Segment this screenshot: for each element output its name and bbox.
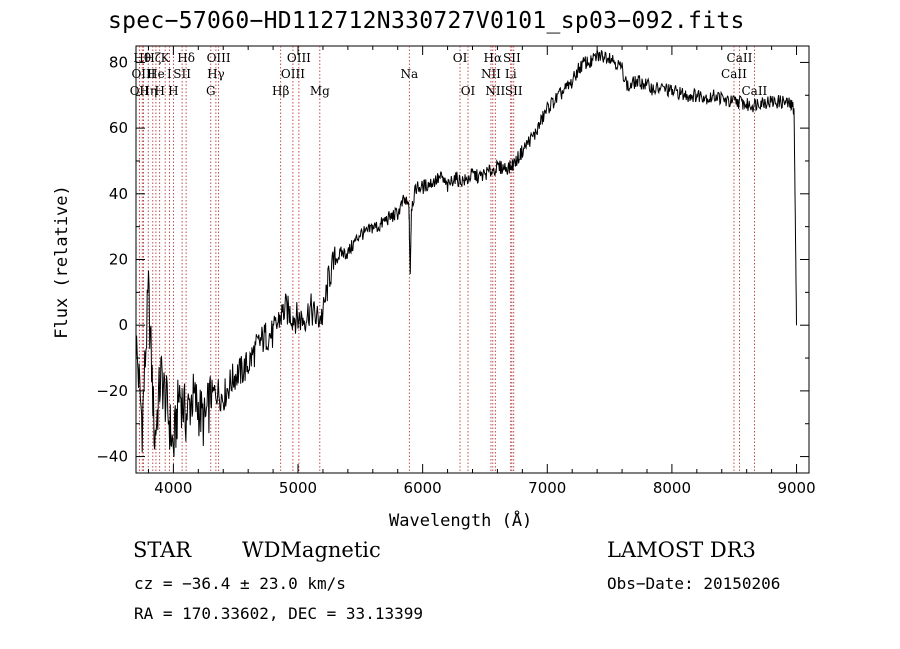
line-label: H: [154, 84, 164, 98]
chart-title: spec−57060−HD112712N330727V0101_sp03−092…: [108, 8, 745, 34]
object-subclass: WDMagnetic: [242, 538, 381, 562]
line-label: OIII: [281, 67, 305, 81]
line-label: I: [167, 67, 172, 81]
line-label: Hθ: [133, 51, 151, 65]
line-label: OIII: [131, 67, 155, 81]
sky-coordinates: RA = 170.33602, DEC = 33.13399: [134, 604, 423, 623]
observation-date: Obs−Date: 20150206: [607, 574, 781, 593]
line-label: Hδ: [177, 51, 195, 65]
x-tick-label: 6000: [404, 479, 442, 497]
line-label: Na: [400, 67, 418, 81]
axis-ticks: 4000 5000 6000 7000 8000 9000 −40 −20 0 20 40 60 80: [96, 46, 816, 497]
y-axis-label: Flux (relative): [52, 185, 72, 339]
x-tick-label: 7000: [528, 479, 566, 497]
line-label: OI: [461, 84, 476, 98]
line-label: OII: [130, 84, 150, 98]
line-label: Hβ: [272, 84, 289, 98]
line-label: Mg: [310, 84, 330, 98]
line-label: OIII: [207, 51, 231, 65]
redshift-velocity: cz = −36.4 ± 23.0 km/s: [134, 574, 346, 593]
line-label: He: [147, 67, 165, 81]
line-label: Hγ: [207, 67, 225, 81]
y-tick-label: 20: [109, 251, 128, 269]
survey-name: LAMOST DR3: [607, 538, 756, 562]
line-label: OI: [453, 51, 468, 65]
line-label: K: [161, 51, 171, 65]
line-label: SII: [505, 84, 523, 98]
line-label: Hη: [139, 84, 157, 98]
x-tick-label: 5000: [279, 479, 317, 497]
line-label: Hα: [484, 51, 503, 65]
x-tick-label: 4000: [154, 479, 192, 497]
x-axis-label: Wavelength (Å): [389, 511, 533, 531]
line-label: G: [206, 84, 216, 98]
line-label: OIII: [287, 51, 311, 65]
line-label: SII: [173, 67, 191, 81]
line-label: CaII: [721, 67, 747, 81]
spectrum-line: [135, 49, 797, 457]
line-label: CaII: [741, 84, 767, 98]
y-tick-label: 0: [118, 316, 128, 334]
line-label: Li: [505, 67, 517, 81]
y-tick-label: −40: [96, 448, 128, 466]
y-tick-label: 60: [109, 119, 128, 137]
line-label: Hζ: [144, 51, 161, 65]
line-label: NII: [481, 67, 501, 81]
y-tick-label: 80: [109, 53, 128, 71]
line-label: H: [168, 84, 178, 98]
x-tick-label: 8000: [653, 479, 691, 497]
line-labels: OIIHθOIIIHηHζHeHKIHSIIHδGHγOIIIHβOIIIOII…: [130, 51, 768, 98]
plot-frame: [135, 45, 810, 474]
line-label: SII: [503, 51, 521, 65]
spectrum-series: [135, 49, 797, 457]
object-class: STAR: [133, 538, 192, 562]
y-tick-label: 40: [109, 185, 128, 203]
y-tick-label: −20: [96, 382, 128, 400]
line-label: CaII: [727, 51, 753, 65]
line-label: NII: [485, 84, 505, 98]
x-tick-label: 9000: [777, 479, 815, 497]
line-markers: [138, 46, 755, 473]
